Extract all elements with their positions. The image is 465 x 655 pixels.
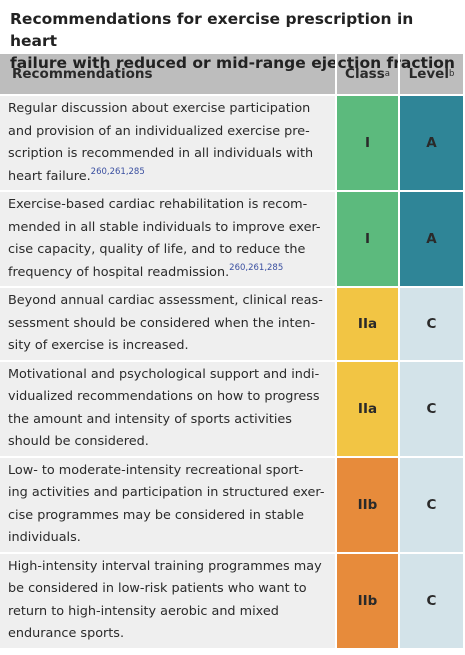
text: frequency of hospital readmission. bbox=[8, 264, 230, 280]
text-line: mended in all stable individuals to impr… bbox=[8, 217, 327, 240]
title-line: failure with reduced or mid-range ejecti… bbox=[10, 54, 455, 72]
text-line: individuals. bbox=[8, 527, 327, 550]
text-line: frequency of hospital readmission.260,26… bbox=[8, 262, 327, 285]
text: Regular discussion about exercise partic… bbox=[8, 101, 311, 116]
class-cell: IIa bbox=[335, 288, 398, 360]
class-cell: I bbox=[335, 192, 398, 286]
text-line: Low- to moderate-intensity recreational … bbox=[8, 460, 327, 483]
header-cell: Level b bbox=[398, 54, 463, 94]
text: individuals. bbox=[8, 530, 81, 545]
text: sessment should be considered when the i… bbox=[8, 315, 316, 331]
text: be considered in low-risk patients who w… bbox=[8, 581, 307, 596]
level-cell: C bbox=[398, 288, 463, 360]
recommendation-cell: Regular discussion about exercise partic… bbox=[0, 96, 335, 190]
class-value: IIa bbox=[357, 400, 378, 417]
text-line: Regular discussion about exercise partic… bbox=[8, 98, 327, 121]
text: cise capacity, quality of life, and to r… bbox=[8, 242, 306, 257]
text: High-intensity interval training program… bbox=[8, 558, 322, 574]
class-cell: I bbox=[335, 96, 398, 190]
level-value: A bbox=[426, 231, 437, 247]
class-value: IIb bbox=[357, 592, 378, 609]
table-row: Motivational and psychological support a… bbox=[0, 361, 463, 458]
text-line: be considered in low-risk patients who w… bbox=[8, 578, 327, 601]
text-line: cise capacity, quality of life, and to r… bbox=[8, 239, 327, 262]
table: Recommendations Class a Level b Regular di… bbox=[0, 54, 463, 650]
header-row: Recommendations Class a Level b bbox=[0, 54, 463, 96]
text-line: cise programmes may be considered in sta… bbox=[8, 505, 327, 528]
level-cell: C bbox=[398, 553, 463, 648]
text-line: and provision of an individualized exerc… bbox=[8, 121, 327, 144]
class-value: IIb bbox=[357, 496, 378, 513]
text: mended in all stable individuals to impr… bbox=[8, 219, 321, 235]
text-line: scription is recommended in all individu… bbox=[8, 143, 327, 166]
title-line: Recommendations for exercise prescriptio… bbox=[10, 10, 414, 50]
recommendation-cell: Beyond annual cardiac assessment, clinic… bbox=[0, 288, 335, 360]
text: Beyond annual cardiac assessment, clinic… bbox=[8, 293, 323, 308]
level-cell: A bbox=[398, 192, 463, 286]
text: Low- to moderate-intensity recreational … bbox=[8, 462, 304, 478]
table-row: Exercise-based cardiac rehabilitation is… bbox=[0, 192, 463, 288]
text-line: ing activities and participation in stru… bbox=[8, 482, 327, 505]
table-row: High-intensity interval training program… bbox=[0, 553, 463, 650]
text-line: the amount and intensity of sports activ… bbox=[8, 409, 327, 432]
text: ing activities and participation in stru… bbox=[8, 485, 325, 500]
text: Exercise-based cardiac rehabilitation is… bbox=[8, 197, 308, 212]
text: return to high-intensity aerobic and mix… bbox=[8, 603, 279, 619]
table-row: Low- to moderate-intensity recreational … bbox=[0, 457, 463, 554]
text: should be considered. bbox=[8, 434, 149, 449]
text: scription is recommended in all individu… bbox=[8, 146, 314, 161]
level-value: C bbox=[426, 592, 437, 609]
level-value: C bbox=[426, 400, 437, 417]
recommendation-cell: Low- to moderate-intensity recreational … bbox=[0, 457, 335, 552]
level-cell: C bbox=[398, 361, 463, 456]
header-cell: Class a bbox=[335, 54, 398, 94]
text-line: Exercise-based cardiac rehabilitation is… bbox=[8, 194, 327, 217]
class-cell: IIb bbox=[335, 553, 398, 648]
text: sity of exercise is increased. bbox=[8, 338, 189, 353]
text: and provision of an individualized exerc… bbox=[8, 123, 310, 139]
text: the amount and intensity of sports activ… bbox=[8, 411, 292, 427]
text-line: vidualized recommendations on how to pro… bbox=[8, 386, 327, 409]
reference: 260,261,285 bbox=[90, 166, 145, 177]
text: Motivational and psychological support a… bbox=[8, 366, 320, 382]
table-row: Regular discussion about exercise partic… bbox=[0, 96, 463, 192]
recommendation-cell: Exercise-based cardiac rehabilitation is… bbox=[0, 192, 335, 286]
level-cell: C bbox=[398, 457, 463, 552]
header-text: Class bbox=[345, 66, 385, 82]
header-text: Level bbox=[408, 66, 449, 82]
class-cell: IIa bbox=[335, 361, 398, 456]
text-line: sity of exercise is increased. bbox=[8, 335, 327, 358]
text: heart failure. bbox=[8, 168, 91, 184]
text-line: High-intensity interval training program… bbox=[8, 556, 327, 579]
recommendation-cell: Motivational and psychological support a… bbox=[0, 361, 335, 456]
class-cell: IIb bbox=[335, 457, 398, 552]
recommendation-cell: High-intensity interval training program… bbox=[0, 553, 335, 648]
text-line: should be considered. bbox=[8, 431, 327, 454]
header-cell: Recommendations bbox=[0, 54, 335, 94]
text: vidualized recommendations on how to pro… bbox=[8, 389, 320, 404]
level-value: A bbox=[426, 135, 437, 151]
header-text: Recommendations bbox=[12, 66, 153, 82]
text-line: endurance sports. bbox=[8, 623, 327, 646]
text-line: return to high-intensity aerobic and mix… bbox=[8, 601, 327, 624]
reference: 260,261,285 bbox=[229, 262, 284, 273]
level-value: C bbox=[426, 315, 437, 332]
text-line: Motivational and psychological support a… bbox=[8, 364, 327, 387]
text-line: heart failure.260,261,285 bbox=[8, 166, 327, 189]
level-cell: A bbox=[398, 96, 463, 190]
text-line: Beyond annual cardiac assessment, clinic… bbox=[8, 290, 327, 313]
text-line: sessment should be considered when the i… bbox=[8, 313, 327, 336]
table-title: Recommendations for exercise prescriptio… bbox=[0, 0, 465, 72]
table-row: Beyond annual cardiac assessment, clinic… bbox=[0, 288, 463, 362]
text: cise programmes may be considered in sta… bbox=[8, 507, 304, 523]
class-value: IIa bbox=[357, 315, 378, 332]
text: endurance sports. bbox=[8, 626, 125, 641]
class-value: I bbox=[364, 231, 371, 247]
level-value: C bbox=[426, 496, 437, 513]
class-value: I bbox=[364, 135, 371, 151]
